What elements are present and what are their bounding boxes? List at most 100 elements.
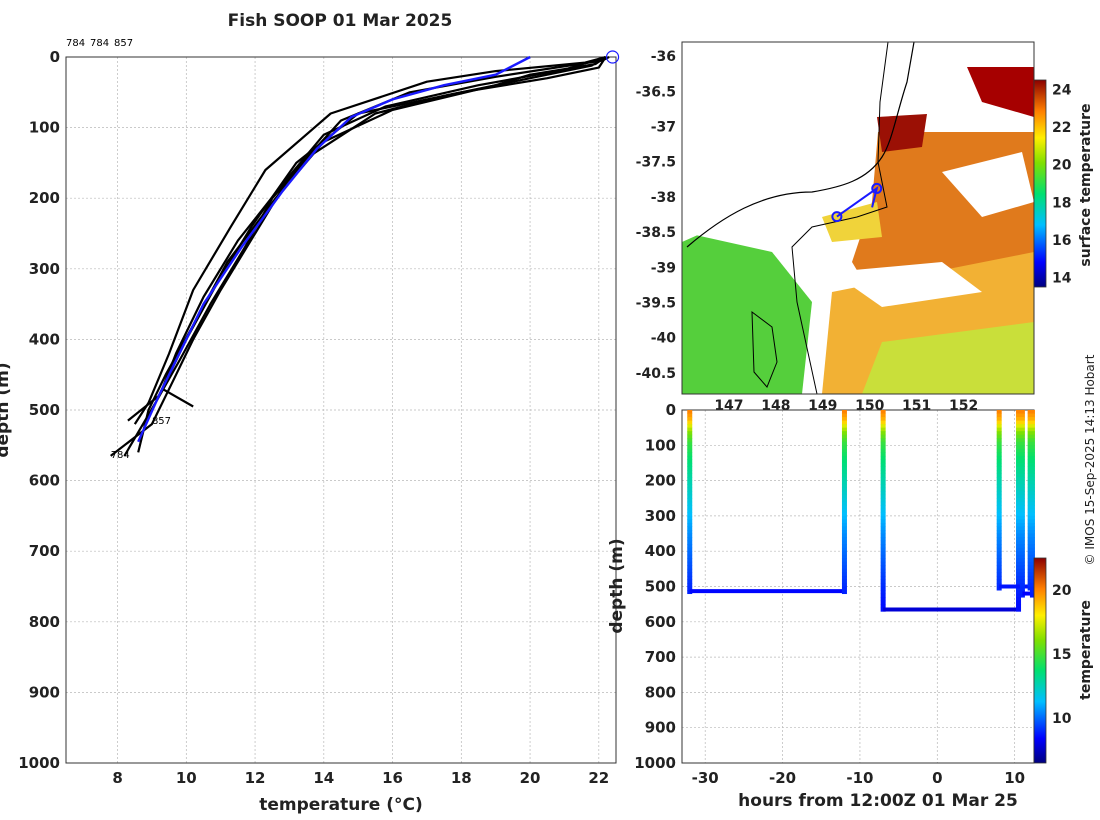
descent-segment bbox=[880, 477, 886, 482]
descent-segment bbox=[996, 544, 1002, 549]
lat-tick-label: -38.5 bbox=[636, 225, 676, 241]
ascent-segment bbox=[841, 579, 847, 584]
descent-segment bbox=[880, 593, 886, 598]
plot-frame bbox=[65, 56, 617, 764]
descent-segment bbox=[687, 448, 693, 453]
series-mean-profile bbox=[137, 55, 531, 443]
descent-segment bbox=[996, 452, 1002, 457]
colorbar-tick-label: 14 bbox=[1052, 271, 1072, 287]
hot-northeast-region bbox=[967, 67, 1034, 117]
descent-segment bbox=[996, 551, 1002, 556]
descent-segment bbox=[880, 459, 886, 464]
descent-segment bbox=[1019, 484, 1025, 489]
ascent-segment bbox=[1029, 554, 1035, 559]
temperature-colorbar bbox=[1033, 557, 1047, 764]
ascent-segment bbox=[1029, 448, 1035, 453]
ascent-segment bbox=[1029, 491, 1035, 496]
descent-segment bbox=[996, 491, 1002, 496]
descent-segment bbox=[996, 480, 1002, 485]
lat-tick-label: -36 bbox=[651, 49, 676, 65]
ascent-segment bbox=[1016, 438, 1022, 443]
x-tick-label: 14 bbox=[313, 769, 334, 787]
descent-segment bbox=[996, 572, 1002, 577]
ascent-segment bbox=[1029, 530, 1035, 535]
series-drop-4 bbox=[123, 56, 607, 457]
descent-segment bbox=[996, 579, 1002, 584]
ascent-segment bbox=[1016, 494, 1022, 499]
ascent-segment bbox=[1016, 448, 1022, 453]
ascent-segment bbox=[1016, 470, 1022, 475]
ascent-segment bbox=[1016, 590, 1022, 595]
descent-segment bbox=[996, 515, 1002, 520]
lat-tick-label: -36.5 bbox=[636, 84, 676, 100]
ascent-segment bbox=[841, 417, 847, 422]
descent-segment bbox=[996, 540, 1002, 545]
descent-segment bbox=[880, 579, 886, 584]
descent-segment bbox=[996, 519, 1002, 524]
credit-text: © IMOS 15-Sep-2025 14:13 Hobart bbox=[1083, 354, 1097, 565]
descent-segment bbox=[880, 575, 886, 580]
descent-segment bbox=[1019, 424, 1025, 429]
descent-segment bbox=[880, 420, 886, 425]
island-coastline bbox=[751, 310, 778, 388]
depth-time-section-panel: -30 -20 -10 0 100100200300400500600700800900… bbox=[607, 401, 1094, 811]
descent-segment bbox=[996, 448, 1002, 453]
descent-segment bbox=[1019, 427, 1025, 432]
ascent-segment bbox=[841, 473, 847, 478]
y-tick-label: 200 bbox=[645, 472, 676, 490]
ascent-segment bbox=[841, 491, 847, 496]
descent-segment bbox=[687, 491, 693, 496]
ascent-segment bbox=[1029, 572, 1035, 577]
lon-tick-label: 150 bbox=[855, 398, 884, 414]
drop-marker bbox=[831, 211, 843, 223]
descent-segment bbox=[880, 417, 886, 422]
ascent-segment bbox=[1016, 604, 1022, 609]
descent-segment bbox=[1019, 494, 1025, 499]
descent-segment bbox=[996, 484, 1002, 489]
ascent-segment bbox=[1029, 484, 1035, 489]
ascent-segment bbox=[1029, 582, 1035, 587]
land-mask-mainland bbox=[682, 42, 912, 242]
y-axis-title: depth (m) bbox=[0, 362, 13, 457]
ascent-segment bbox=[1029, 522, 1035, 527]
descent-segment bbox=[996, 512, 1002, 517]
ascent-segment bbox=[841, 494, 847, 499]
ascent-segment bbox=[1016, 508, 1022, 513]
descent-segment bbox=[687, 505, 693, 510]
descent-segment bbox=[1019, 505, 1025, 510]
ascent-segment bbox=[1016, 427, 1022, 432]
ascent-segment bbox=[841, 537, 847, 542]
ascent-segment bbox=[1029, 438, 1035, 443]
x-tick-label: -10 bbox=[846, 769, 873, 787]
ascent-segment bbox=[1016, 593, 1022, 598]
descent-segment bbox=[1019, 568, 1025, 573]
descent-segment bbox=[880, 537, 886, 542]
ascent-segment bbox=[1029, 452, 1035, 457]
descent-segment bbox=[880, 424, 886, 429]
descent-segment bbox=[996, 508, 1002, 513]
descent-segment bbox=[880, 438, 886, 443]
ascent-segment bbox=[1016, 537, 1022, 542]
descent-segment bbox=[880, 431, 886, 436]
descent-segment bbox=[880, 505, 886, 510]
descent-segment bbox=[880, 558, 886, 563]
curve-label: 784 bbox=[111, 450, 130, 461]
ascent-segment bbox=[1029, 431, 1035, 436]
ascent-segment bbox=[1016, 477, 1022, 482]
descent-segment bbox=[687, 477, 693, 482]
ascent-segment bbox=[841, 505, 847, 510]
colorbar-tick-label: 24 bbox=[1052, 82, 1072, 98]
ascent-segment bbox=[841, 452, 847, 457]
y-tick-label: 100 bbox=[645, 436, 676, 454]
ascent-segment bbox=[1016, 600, 1022, 605]
ascent-segment bbox=[1029, 558, 1035, 563]
drop-trace bbox=[687, 410, 847, 595]
descent-segment bbox=[996, 505, 1002, 510]
cool-water-region bbox=[862, 322, 1034, 394]
ascent-segment bbox=[841, 590, 847, 595]
descent-segment bbox=[996, 466, 1002, 471]
ascent-segment bbox=[1016, 512, 1022, 517]
descent-segment bbox=[880, 604, 886, 609]
ascent-segment bbox=[841, 565, 847, 570]
ascent-segment bbox=[1029, 515, 1035, 520]
